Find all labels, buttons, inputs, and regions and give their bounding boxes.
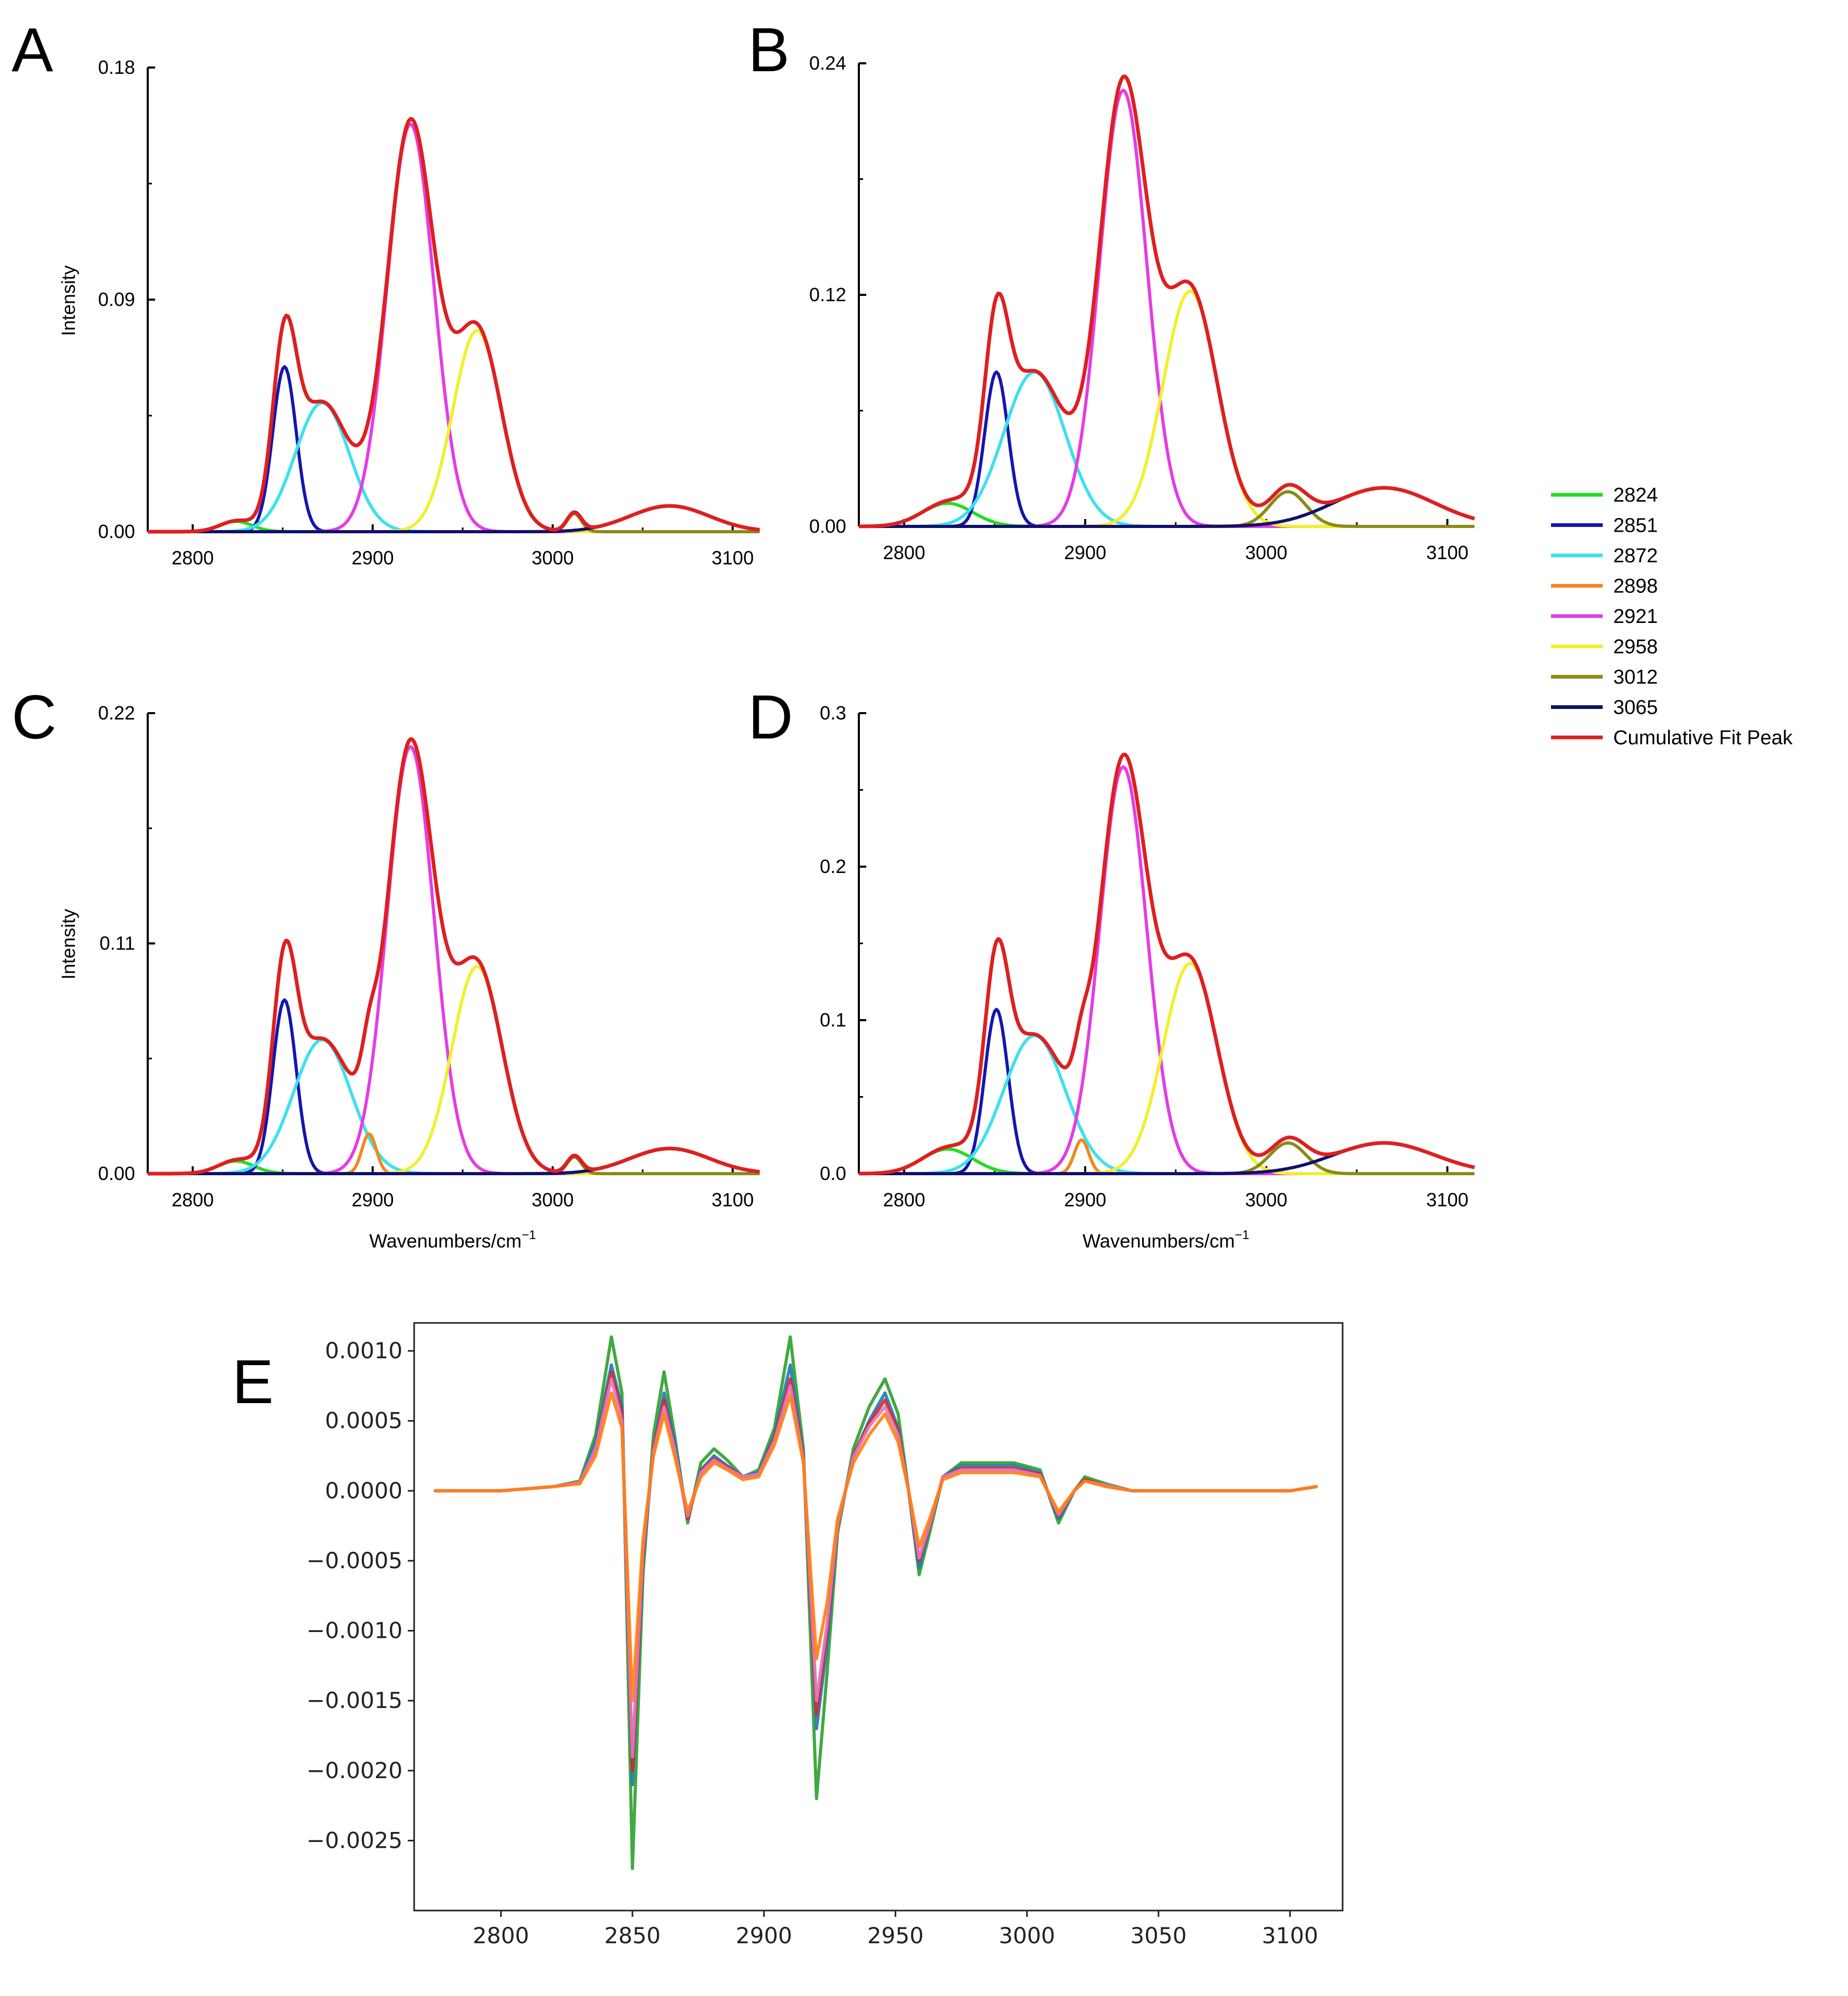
y-tick-label-e: −0.0010: [307, 1618, 403, 1644]
legend-label: 3065: [1613, 697, 1658, 719]
legend-label: 3012: [1613, 666, 1658, 688]
x-tick-label-b: 3000: [1245, 542, 1287, 563]
y-tick-label-a: 0.18: [98, 56, 135, 78]
y-tick-label-c: 0.11: [100, 933, 135, 954]
y-tick-label-b: 0.24: [809, 52, 846, 74]
panel-label-d: D: [748, 683, 793, 752]
y-axis-label-a: Intensity: [58, 265, 79, 336]
cumulative-fit-a: [147, 117, 760, 534]
y-tick-label-d: 0.2: [820, 856, 846, 877]
x-axis-label-c: Wavenumbers/cm−1: [369, 1228, 536, 1252]
cumulative-fit-c: [147, 737, 760, 1176]
frame-e: [413, 1322, 1344, 1912]
panel-b: B 0.00 0.12 0.24 2800 2900 3000 3100: [748, 15, 1475, 563]
x-tick-label-b: 2800: [883, 542, 925, 563]
x-tick-label-a: 2800: [171, 547, 214, 569]
x-axis-label-d-sup: −1: [1235, 1228, 1249, 1242]
cumulative-fit-b: [858, 74, 1475, 529]
x-tick-label-d: 2900: [1064, 1189, 1106, 1211]
panel-e: E 0.0010 0.0005 0.0000 −0.0005 −0.0010 −0.001…: [232, 1322, 1344, 1949]
plot-a: 0.00 0.09 0.18 2800 2900 3000 3100: [98, 56, 760, 569]
x-axis-label-d: Wavenumbers/cm−1: [1083, 1228, 1249, 1252]
plot-b: 0.00 0.12 0.24 2800 2900 3000 3100: [809, 52, 1475, 563]
y-tick-label-b: 0.12: [809, 284, 846, 305]
y-tick-label-e: 0.0005: [325, 1408, 403, 1434]
y-tick-label-e: 0.0000: [325, 1477, 403, 1503]
x-tick-label-d: 2800: [883, 1189, 925, 1211]
y-tick-label-c: 0.22: [98, 702, 135, 724]
panel-c: C Intensity Wavenumbers/cm−1 0.00 0.11 0.2…: [12, 683, 760, 1252]
y-tick-label-e: 0.0010: [325, 1338, 403, 1364]
x-tick-label-e: 2850: [604, 1923, 660, 1949]
legend-label: 2898: [1613, 575, 1658, 598]
x-tick-label-e: 2950: [867, 1923, 924, 1949]
x-axis-label-c-sup: −1: [522, 1228, 536, 1242]
plot-c: 0.00 0.11 0.22 2800 2900 3000 3100: [98, 702, 760, 1211]
x-tick-label-e: 3000: [999, 1923, 1055, 1949]
y-tick-label-b: 0.00: [809, 515, 846, 537]
x-tick-label-c: 3100: [712, 1189, 754, 1211]
x-axis-label-c-text: Wavenumbers/cm: [369, 1230, 522, 1252]
plot-e: 0.0010 0.0005 0.0000 −0.0005 −0.0010 −0.0015 −…: [307, 1322, 1344, 1949]
panel-label-a: A: [12, 15, 53, 85]
x-tick-label-e: 2900: [736, 1923, 792, 1949]
legend-label: Cumulative Fit Peak: [1613, 727, 1793, 749]
y-axis-label-c: Intensity: [58, 909, 79, 980]
x-tick-label-b: 3100: [1426, 542, 1468, 563]
panel-label-b: B: [748, 15, 790, 85]
legend-label: 2958: [1613, 636, 1658, 658]
y-tick-label-d: 0.1: [820, 1009, 846, 1031]
x-tick-label-d: 3100: [1426, 1189, 1468, 1211]
x-tick-label-c: 2900: [351, 1189, 394, 1211]
x-tick-label-c: 3000: [532, 1189, 574, 1211]
x-tick-label-a: 3100: [712, 547, 754, 569]
y-tick-label-a: 0.09: [98, 289, 135, 310]
y-tick-label-d: 0.0: [820, 1163, 846, 1184]
y-tick-label-e: −0.0005: [307, 1548, 403, 1573]
y-tick-label-e: −0.0025: [307, 1827, 403, 1853]
y-tick-label-e: −0.0015: [307, 1687, 403, 1713]
x-tick-label-c: 2800: [171, 1189, 214, 1211]
legend: 2824 2851 2872 2898 2921 2958 3012 3065 Cumulati…: [1551, 484, 1793, 749]
panel-label-e: E: [232, 1347, 274, 1417]
panel-d: D Wavenumbers/cm−1 0.0 0.1 0.2 0.3 2800 2900 3…: [748, 683, 1475, 1252]
x-tick-label-d: 3000: [1245, 1189, 1287, 1211]
y-tick-label-d: 0.3: [820, 702, 846, 724]
x-tick-label-b: 2900: [1064, 542, 1106, 563]
x-tick-label-e: 3100: [1262, 1923, 1318, 1949]
x-tick-label-e: 3050: [1131, 1923, 1187, 1949]
legend-label: 2872: [1613, 545, 1658, 567]
x-tick-label-e: 2800: [473, 1923, 529, 1949]
legend-label: 2824: [1613, 484, 1658, 506]
cumulative-fit-d: [858, 752, 1475, 1176]
panel-a: A Intensity 0.00 0.09 0.18 2800 2900 3000 3100: [12, 15, 760, 569]
y-tick-label-a: 0.00: [98, 521, 135, 542]
plot-d: 0.0 0.1 0.2 0.3 2800 2900 3000 3100: [820, 702, 1475, 1211]
x-axis-label-d-text: Wavenumbers/cm: [1083, 1230, 1235, 1252]
x-tick-label-a: 2900: [351, 547, 394, 569]
panel-label-c: C: [12, 683, 56, 752]
x-tick-label-a: 3000: [532, 547, 574, 569]
legend-label: 2921: [1613, 606, 1658, 628]
series-line-e-5: [433, 1391, 1318, 1703]
legend-label: 2851: [1613, 515, 1658, 537]
y-tick-label-c: 0.00: [98, 1163, 135, 1184]
y-tick-label-e: −0.0020: [307, 1758, 403, 1783]
